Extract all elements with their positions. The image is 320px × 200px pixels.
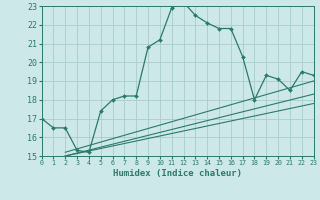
X-axis label: Humidex (Indice chaleur): Humidex (Indice chaleur) bbox=[113, 169, 242, 178]
